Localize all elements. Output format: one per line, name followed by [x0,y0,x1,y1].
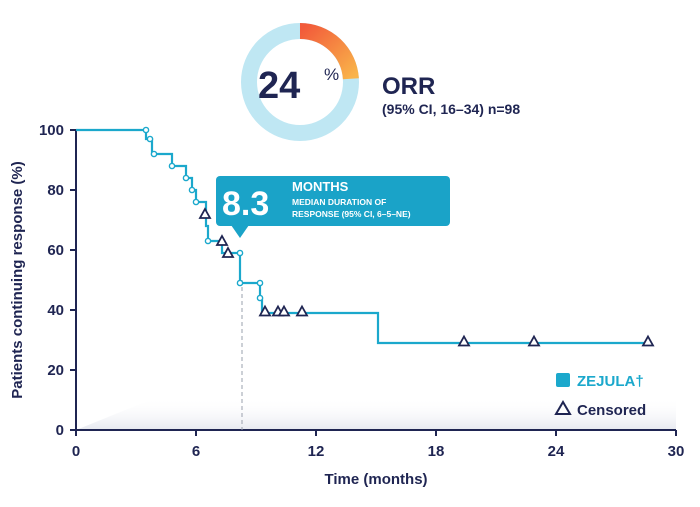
callout-line1: MEDIAN DURATION OF [292,197,386,207]
orr-percent-sign: % [324,65,339,84]
event-point [182,174,190,182]
censored-point [295,304,309,317]
censored-point [215,234,229,246]
censored-point [641,334,655,347]
event-point [236,279,244,287]
callout-value: 8.3 [222,185,269,223]
orr-value: 24 [258,65,300,107]
y-tick-label: 60 [47,242,64,259]
event-point [256,279,264,287]
censored-point [198,207,212,219]
event-point [150,150,158,158]
orr-label: ORR [382,73,435,100]
event-point [168,162,176,170]
censored-marks [198,207,655,347]
orr-sublabel: (95% CI, 16–34) n=98 [382,101,520,117]
legend-censored-icon [554,400,572,415]
legend-label-censored: Censored [577,402,646,419]
censored-point [258,304,272,317]
y-tick-label: 40 [47,302,64,319]
event-point [256,294,264,302]
orr-donut: 24 % [241,23,359,141]
event-marks [142,126,264,302]
callout-line2: RESPONSE (95% CI, 6–5–NE) [292,209,411,219]
x-tick-label: 24 [548,443,565,460]
y-tick-label: 0 [56,422,64,439]
censored-point [221,246,235,258]
x-axis-title: Time (months) [324,471,427,488]
event-point [204,237,212,245]
series-line-zejula [76,128,646,345]
y-ticks: 0 20 40 60 80 100 [39,122,76,439]
y-tick-label: 20 [47,362,64,379]
chart-floor [76,398,676,430]
event-point [236,249,244,257]
callout-pointer [231,225,249,238]
legend-swatch-zejula [556,373,570,387]
legend-label-zejula: ZEJULA† [577,373,644,390]
x-tick-label: 18 [428,443,445,460]
axes [75,130,676,431]
x-tick-label: 6 [192,443,200,460]
event-point [192,198,200,206]
orr-donut-inner [258,40,342,124]
event-point [188,186,196,194]
event-point [142,126,150,134]
x-tick-label: 12 [308,443,325,460]
callout-box [216,176,450,226]
x-tick-label: 0 [72,443,80,460]
censored-point [457,334,471,347]
y-tick-label: 80 [47,182,64,199]
callout-unit: MONTHS [292,179,349,194]
x-tick-label: 30 [668,443,685,460]
y-tick-label: 100 [39,122,64,139]
censored-point [527,334,541,347]
y-axis-title: Patients continuing response (%) [9,161,26,399]
orr-donut-arc [299,23,359,80]
legend: ZEJULA† Censored [554,373,646,419]
x-ticks: 0 6 12 18 24 30 [72,430,685,460]
censored-point [277,304,291,317]
median-callout: 8.3 MONTHS MEDIAN DURATION OF RESPONSE (… [216,176,450,238]
event-point [146,135,154,143]
